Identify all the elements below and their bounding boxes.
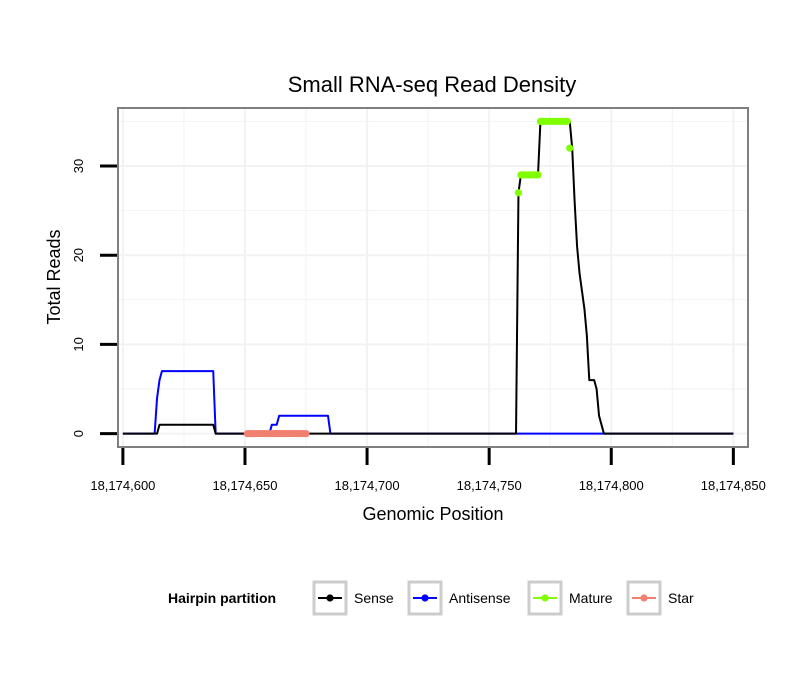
y-axis-label: Total Reads	[44, 229, 64, 324]
y-tick-label: 0	[71, 430, 86, 437]
legend-item-sense: Sense	[312, 580, 394, 616]
plot-series	[122, 117, 734, 438]
y-tick-label: 30	[71, 159, 86, 173]
legend-label-sense: Sense	[354, 590, 394, 606]
y-tick-label: 10	[71, 337, 86, 351]
data-point-mature	[534, 171, 542, 179]
panel-border	[117, 107, 749, 448]
legend-title: Hairpin partition	[168, 590, 276, 606]
legend-item-mature: Mature	[527, 580, 613, 616]
legend-label-mature: Mature	[569, 590, 613, 606]
series-line-sense	[122, 120, 734, 435]
legend-item-star: Star	[626, 580, 694, 616]
x-tick-label: 18,174,750	[457, 478, 522, 493]
legend: Hairpin partition Sense Antisense Mature St…	[168, 580, 694, 616]
chart-title: Small RNA-seq Read Density	[288, 72, 577, 97]
x-tick-label: 18,174,800	[579, 478, 644, 493]
x-axis-label: Genomic Position	[362, 504, 503, 524]
x-tick-label: 18,174,700	[335, 478, 400, 493]
data-point-mature	[563, 117, 571, 125]
data-point-mature	[514, 189, 523, 197]
grid	[118, 108, 748, 447]
legend-item-antisense: Antisense	[407, 580, 511, 616]
legend-label-antisense: Antisense	[449, 590, 511, 606]
x-tick-label: 18,174,600	[90, 478, 155, 493]
y-tick-label: 20	[71, 248, 86, 262]
x-tick-label: 18,174,650	[212, 478, 277, 493]
axes: 18,174,600 18,174,650 18,174,700 18,174,750…	[71, 159, 766, 493]
x-tick-label: 18,174,850	[701, 478, 766, 493]
data-point-mature	[566, 144, 574, 152]
legend-label-star: Star	[668, 590, 694, 606]
data-point-star	[302, 430, 310, 438]
